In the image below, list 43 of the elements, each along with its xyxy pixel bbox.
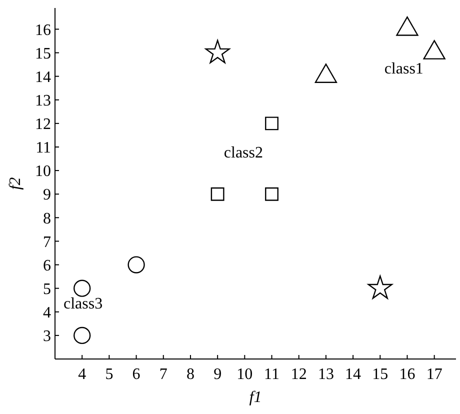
y-tick-label: 5 xyxy=(43,280,51,298)
y-tick-label: 4 xyxy=(43,304,51,322)
point xyxy=(368,275,392,299)
y-tick-label: 15 xyxy=(35,45,51,62)
y-tick-label: 8 xyxy=(43,210,51,228)
y-tick-label: 16 xyxy=(35,22,51,39)
point xyxy=(210,187,224,201)
x-tick-label: 15 xyxy=(372,366,388,383)
x-tick-label: 17 xyxy=(426,366,442,383)
point xyxy=(265,187,278,201)
x-tick-label: 11 xyxy=(264,366,280,383)
x-axis-title: f1 xyxy=(249,389,262,406)
x-tick-label: 4 xyxy=(78,366,86,383)
y-tick-label: 14 xyxy=(35,68,51,86)
point xyxy=(396,16,418,36)
x-tick-label: 10 xyxy=(236,366,253,383)
y-tick-label: 7 xyxy=(43,234,51,251)
y-tick-label: 10 xyxy=(35,163,51,180)
x-tick-label: 13 xyxy=(318,366,334,383)
y-tick-label: 12 xyxy=(35,116,51,134)
point xyxy=(74,326,91,344)
y-axis-title: f2 xyxy=(7,177,24,190)
annotation: class3 xyxy=(64,295,103,312)
x-tick-label: 7 xyxy=(159,366,168,383)
y-tick-label: 11 xyxy=(36,140,51,157)
point xyxy=(423,40,446,60)
y-tick-label: 6 xyxy=(43,257,51,274)
x-tick-label: 9 xyxy=(214,366,222,383)
x-tick-label: 5 xyxy=(105,366,114,383)
y-tick-label: 3 xyxy=(43,328,51,346)
annotation: class2 xyxy=(224,144,264,162)
y-tick-label: 13 xyxy=(35,92,51,110)
x-tick-label: 14 xyxy=(345,366,362,383)
x-tick-label: 12 xyxy=(290,366,307,383)
x-tick-label: 8 xyxy=(186,366,194,383)
point xyxy=(74,280,91,297)
x-tick-label: 16 xyxy=(399,366,416,383)
point xyxy=(128,256,145,274)
y-tick-label: 9 xyxy=(43,186,51,204)
point xyxy=(205,40,230,64)
x-tick-label: 6 xyxy=(132,366,140,383)
point xyxy=(314,64,338,83)
annotation: class1 xyxy=(384,60,424,78)
